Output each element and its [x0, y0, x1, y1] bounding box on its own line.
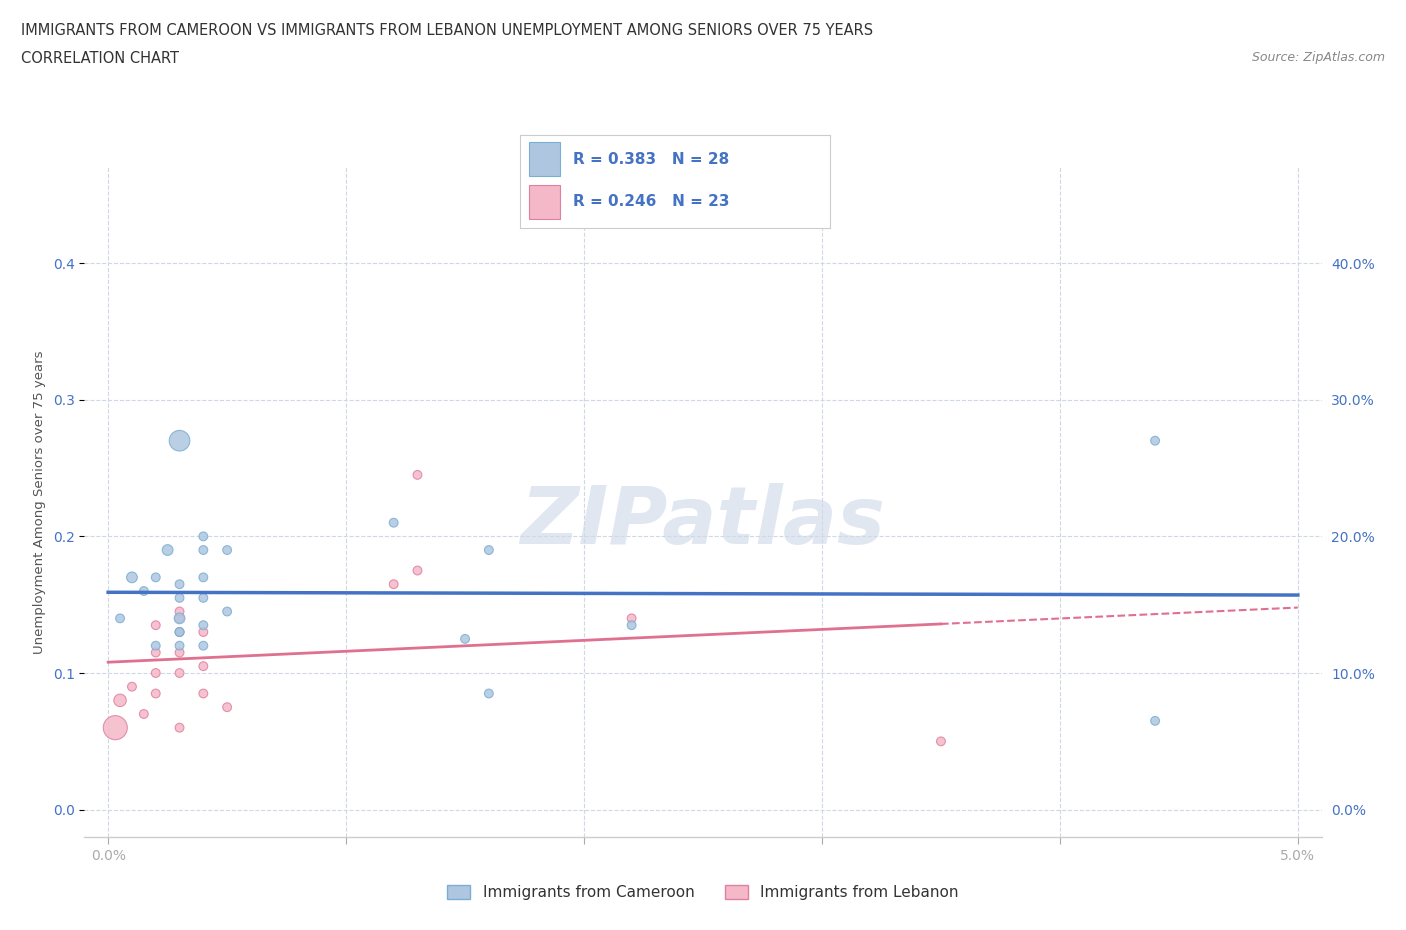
Point — [169, 611, 191, 626]
Point — [1144, 433, 1167, 448]
Point — [169, 591, 191, 605]
Point — [108, 611, 131, 626]
Point — [193, 625, 215, 640]
Point — [169, 625, 191, 640]
Point — [145, 618, 167, 632]
Point — [620, 611, 643, 626]
Text: ZIPatlas: ZIPatlas — [520, 484, 886, 562]
Y-axis label: Unemployment Among Seniors over 75 years: Unemployment Among Seniors over 75 years — [32, 351, 45, 654]
Point — [193, 591, 215, 605]
Point — [145, 638, 167, 653]
Point — [406, 563, 429, 578]
Point — [169, 625, 191, 640]
Point — [169, 604, 191, 619]
Text: CORRELATION CHART: CORRELATION CHART — [21, 51, 179, 66]
FancyBboxPatch shape — [530, 185, 561, 219]
Point — [145, 686, 167, 701]
Point — [169, 645, 191, 660]
Point — [169, 611, 191, 626]
Point — [620, 618, 643, 632]
Point — [108, 693, 131, 708]
Point — [145, 570, 167, 585]
Point — [193, 570, 215, 585]
Point — [169, 577, 191, 591]
Point — [382, 515, 405, 530]
FancyBboxPatch shape — [530, 142, 561, 176]
Point — [217, 699, 239, 714]
Point — [478, 686, 501, 701]
Point — [217, 604, 239, 619]
Point — [156, 542, 179, 557]
Point — [145, 645, 167, 660]
Point — [169, 625, 191, 640]
Text: R = 0.383   N = 28: R = 0.383 N = 28 — [572, 152, 730, 166]
Point — [193, 658, 215, 673]
Point — [478, 542, 501, 557]
Point — [193, 638, 215, 653]
Point — [193, 542, 215, 557]
Text: R = 0.246   N = 23: R = 0.246 N = 23 — [572, 194, 730, 209]
Point — [382, 577, 405, 591]
Point — [454, 631, 477, 646]
Point — [193, 529, 215, 544]
Point — [132, 584, 155, 599]
Point — [193, 686, 215, 701]
Legend: Immigrants from Cameroon, Immigrants from Lebanon: Immigrants from Cameroon, Immigrants fro… — [441, 879, 965, 907]
Point — [121, 570, 143, 585]
Point — [929, 734, 952, 749]
Point — [169, 720, 191, 735]
Text: Source: ZipAtlas.com: Source: ZipAtlas.com — [1251, 51, 1385, 64]
Point — [121, 679, 143, 694]
Point — [132, 707, 155, 722]
Point — [145, 666, 167, 681]
Point — [104, 720, 127, 735]
Point — [406, 468, 429, 483]
Point — [1144, 713, 1167, 728]
Point — [169, 433, 191, 448]
Point — [169, 638, 191, 653]
Text: IMMIGRANTS FROM CAMEROON VS IMMIGRANTS FROM LEBANON UNEMPLOYMENT AMONG SENIORS O: IMMIGRANTS FROM CAMEROON VS IMMIGRANTS F… — [21, 23, 873, 38]
Point — [217, 542, 239, 557]
Point — [193, 618, 215, 632]
Point — [169, 666, 191, 681]
